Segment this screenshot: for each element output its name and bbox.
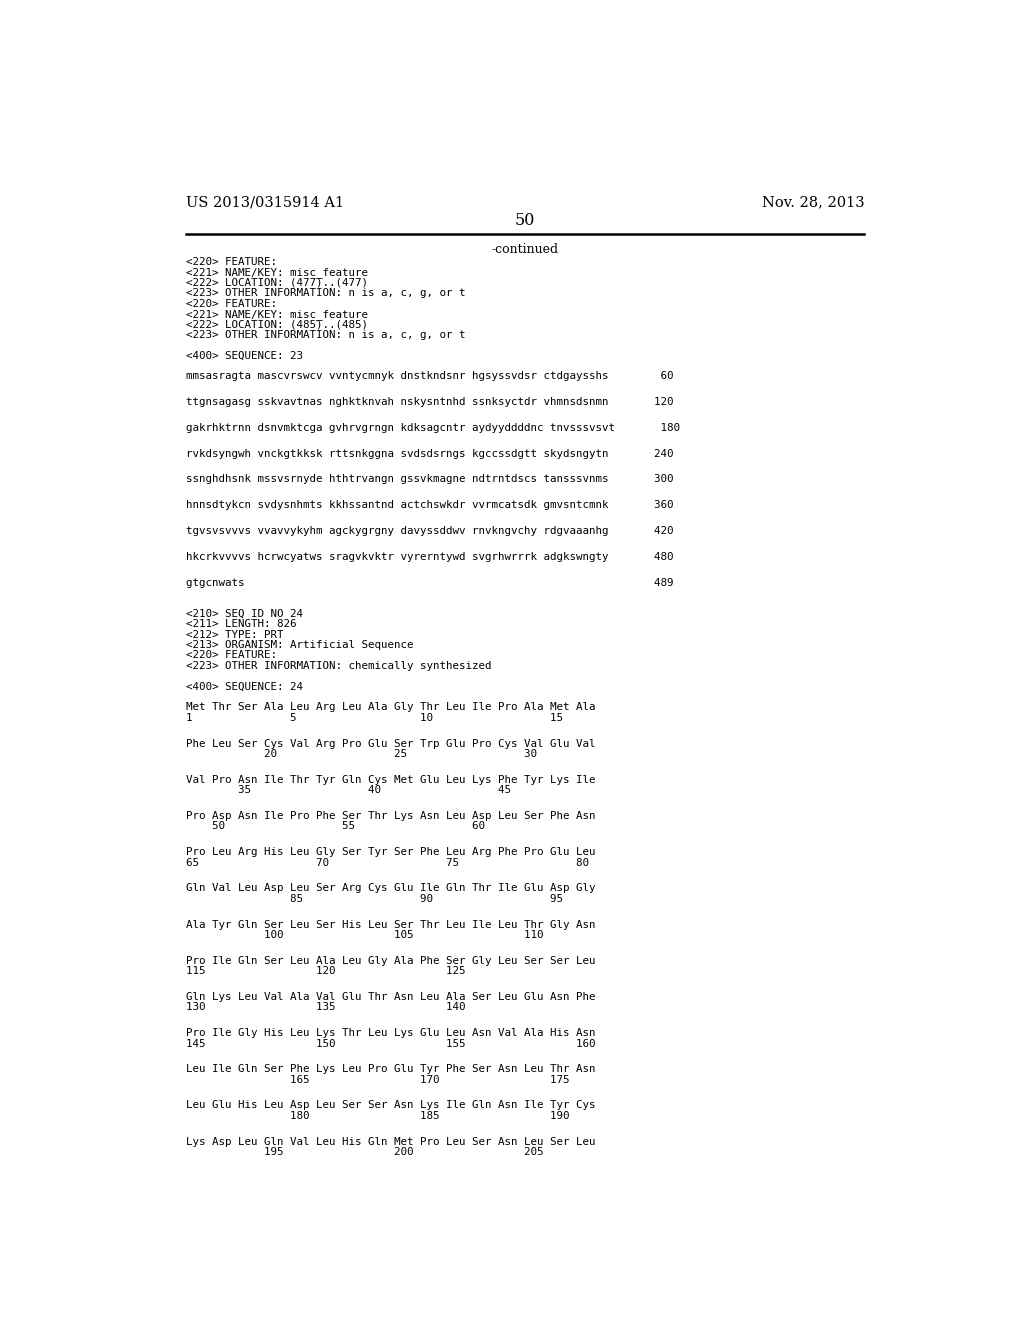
Text: Pro Leu Arg His Leu Gly Ser Tyr Ser Phe Leu Arg Phe Pro Glu Leu: Pro Leu Arg His Leu Gly Ser Tyr Ser Phe … (186, 847, 596, 857)
Text: 50: 50 (515, 213, 535, 230)
Text: 50                  55                  60: 50 55 60 (186, 821, 485, 832)
Text: <212> TYPE: PRT: <212> TYPE: PRT (186, 630, 284, 640)
Text: <220> FEATURE:: <220> FEATURE: (186, 298, 278, 309)
Text: <220> FEATURE:: <220> FEATURE: (186, 257, 278, 267)
Text: gakrhktrnn dsnvmktcga gvhrvgrngn kdksagcntr aydyyddddnc tnvsssvsvt       180: gakrhktrnn dsnvmktcga gvhrvgrngn kdksagc… (186, 422, 680, 433)
Text: <222> LOCATION: (477)..(477): <222> LOCATION: (477)..(477) (186, 277, 368, 288)
Text: US 2013/0315914 A1: US 2013/0315914 A1 (186, 195, 344, 210)
Text: <400> SEQUENCE: 23: <400> SEQUENCE: 23 (186, 351, 303, 360)
Text: <220> FEATURE:: <220> FEATURE: (186, 651, 278, 660)
Text: Nov. 28, 2013: Nov. 28, 2013 (762, 195, 864, 210)
Text: 145                 150                 155                 160: 145 150 155 160 (186, 1039, 596, 1048)
Text: 85                  90                  95: 85 90 95 (186, 894, 563, 904)
Text: <210> SEQ ID NO 24: <210> SEQ ID NO 24 (186, 609, 303, 619)
Text: ssnghdhsnk mssvsrnyde hthtrvangn gssvkmagne ndtrntdscs tansssvnms       300: ssnghdhsnk mssvsrnyde hthtrvangn gssvkma… (186, 474, 674, 484)
Text: <223> OTHER INFORMATION: n is a, c, g, or t: <223> OTHER INFORMATION: n is a, c, g, o… (186, 288, 466, 298)
Text: 195                 200                 205: 195 200 205 (186, 1147, 544, 1158)
Text: mmsasragta mascvrswcv vvntycmnyk dnstkndsnr hgsyssvdsr ctdgaysshs        60: mmsasragta mascvrswcv vvntycmnyk dnstknd… (186, 371, 674, 381)
Text: Met Thr Ser Ala Leu Arg Leu Ala Gly Thr Leu Ile Pro Ala Met Ala: Met Thr Ser Ala Leu Arg Leu Ala Gly Thr … (186, 702, 596, 713)
Text: tgvsvsvvvs vvavvykyhm agckygrgny davyssddwv rnvkngvchy rdgvaaanhg       420: tgvsvsvvvs vvavvykyhm agckygrgny davyssd… (186, 527, 674, 536)
Text: 115                 120                 125: 115 120 125 (186, 966, 466, 975)
Text: gtgcnwats                                                               489: gtgcnwats 489 (186, 578, 674, 587)
Text: <211> LENGTH: 826: <211> LENGTH: 826 (186, 619, 297, 630)
Text: <221> NAME/KEY: misc_feature: <221> NAME/KEY: misc_feature (186, 268, 368, 279)
Text: 1               5                   10                  15: 1 5 10 15 (186, 713, 563, 723)
Text: Gln Lys Leu Val Ala Val Glu Thr Asn Leu Ala Ser Leu Glu Asn Phe: Gln Lys Leu Val Ala Val Glu Thr Asn Leu … (186, 991, 596, 1002)
Text: hnnsdtykcn svdysnhmts kkhssantnd actchswkdr vvrmcatsdk gmvsntcmnk       360: hnnsdtykcn svdysnhmts kkhssantnd actchsw… (186, 500, 674, 511)
Text: Leu Ile Gln Ser Phe Lys Leu Pro Glu Tyr Phe Ser Asn Leu Thr Asn: Leu Ile Gln Ser Phe Lys Leu Pro Glu Tyr … (186, 1064, 596, 1074)
Text: Phe Leu Ser Cys Val Arg Pro Glu Ser Trp Glu Pro Cys Val Glu Val: Phe Leu Ser Cys Val Arg Pro Glu Ser Trp … (186, 739, 596, 748)
Text: 20                  25                  30: 20 25 30 (186, 748, 538, 759)
Text: 165                 170                 175: 165 170 175 (186, 1074, 569, 1085)
Text: Pro Ile Gly His Leu Lys Thr Leu Lys Glu Leu Asn Val Ala His Asn: Pro Ile Gly His Leu Lys Thr Leu Lys Glu … (186, 1028, 596, 1038)
Text: 180                 185                 190: 180 185 190 (186, 1111, 569, 1121)
Text: 100                 105                 110: 100 105 110 (186, 929, 544, 940)
Text: Gln Val Leu Asp Leu Ser Arg Cys Glu Ile Gln Thr Ile Glu Asp Gly: Gln Val Leu Asp Leu Ser Arg Cys Glu Ile … (186, 883, 596, 894)
Text: <223> OTHER INFORMATION: chemically synthesized: <223> OTHER INFORMATION: chemically synt… (186, 661, 492, 671)
Text: <213> ORGANISM: Artificial Sequence: <213> ORGANISM: Artificial Sequence (186, 640, 414, 649)
Text: Pro Ile Gln Ser Leu Ala Leu Gly Ala Phe Ser Gly Leu Ser Ser Leu: Pro Ile Gln Ser Leu Ala Leu Gly Ala Phe … (186, 956, 596, 966)
Text: 130                 135                 140: 130 135 140 (186, 1002, 466, 1012)
Text: <400> SEQUENCE: 24: <400> SEQUENCE: 24 (186, 681, 303, 692)
Text: Leu Glu His Leu Asp Leu Ser Ser Asn Lys Ile Gln Asn Ile Tyr Cys: Leu Glu His Leu Asp Leu Ser Ser Asn Lys … (186, 1101, 596, 1110)
Text: hkcrkvvvvs hcrwcyatws sragvkvktr vyrerntywd svgrhwrrrk adgkswngty       480: hkcrkvvvvs hcrwcyatws sragvkvktr vyrernt… (186, 552, 674, 562)
Text: -continued: -continued (492, 243, 558, 256)
Text: 65                  70                  75                  80: 65 70 75 80 (186, 858, 589, 867)
Text: rvkdsyngwh vnckgtkksk rttsnkggna svdsdsrngs kgccssdgtt skydsngytn       240: rvkdsyngwh vnckgtkksk rttsnkggna svdsdsr… (186, 449, 674, 458)
Text: Ala Tyr Gln Ser Leu Ser His Leu Ser Thr Leu Ile Leu Thr Gly Asn: Ala Tyr Gln Ser Leu Ser His Leu Ser Thr … (186, 920, 596, 929)
Text: ttgnsagasg sskvavtnas nghktknvah nskysntnhd ssnksyctdr vhmnsdsnmn       120: ttgnsagasg sskvavtnas nghktknvah nskysnt… (186, 397, 674, 407)
Text: Pro Asp Asn Ile Pro Phe Ser Thr Lys Asn Leu Asp Leu Ser Phe Asn: Pro Asp Asn Ile Pro Phe Ser Thr Lys Asn … (186, 810, 596, 821)
Text: <222> LOCATION: (485)..(485): <222> LOCATION: (485)..(485) (186, 319, 368, 329)
Text: Val Pro Asn Ile Thr Tyr Gln Cys Met Glu Leu Lys Phe Tyr Lys Ile: Val Pro Asn Ile Thr Tyr Gln Cys Met Glu … (186, 775, 596, 785)
Text: 35                  40                  45: 35 40 45 (186, 785, 511, 795)
Text: <221> NAME/KEY: misc_feature: <221> NAME/KEY: misc_feature (186, 309, 368, 319)
Text: <223> OTHER INFORMATION: n is a, c, g, or t: <223> OTHER INFORMATION: n is a, c, g, o… (186, 330, 466, 339)
Text: Lys Asp Leu Gln Val Leu His Gln Met Pro Leu Ser Asn Leu Ser Leu: Lys Asp Leu Gln Val Leu His Gln Met Pro … (186, 1137, 596, 1147)
